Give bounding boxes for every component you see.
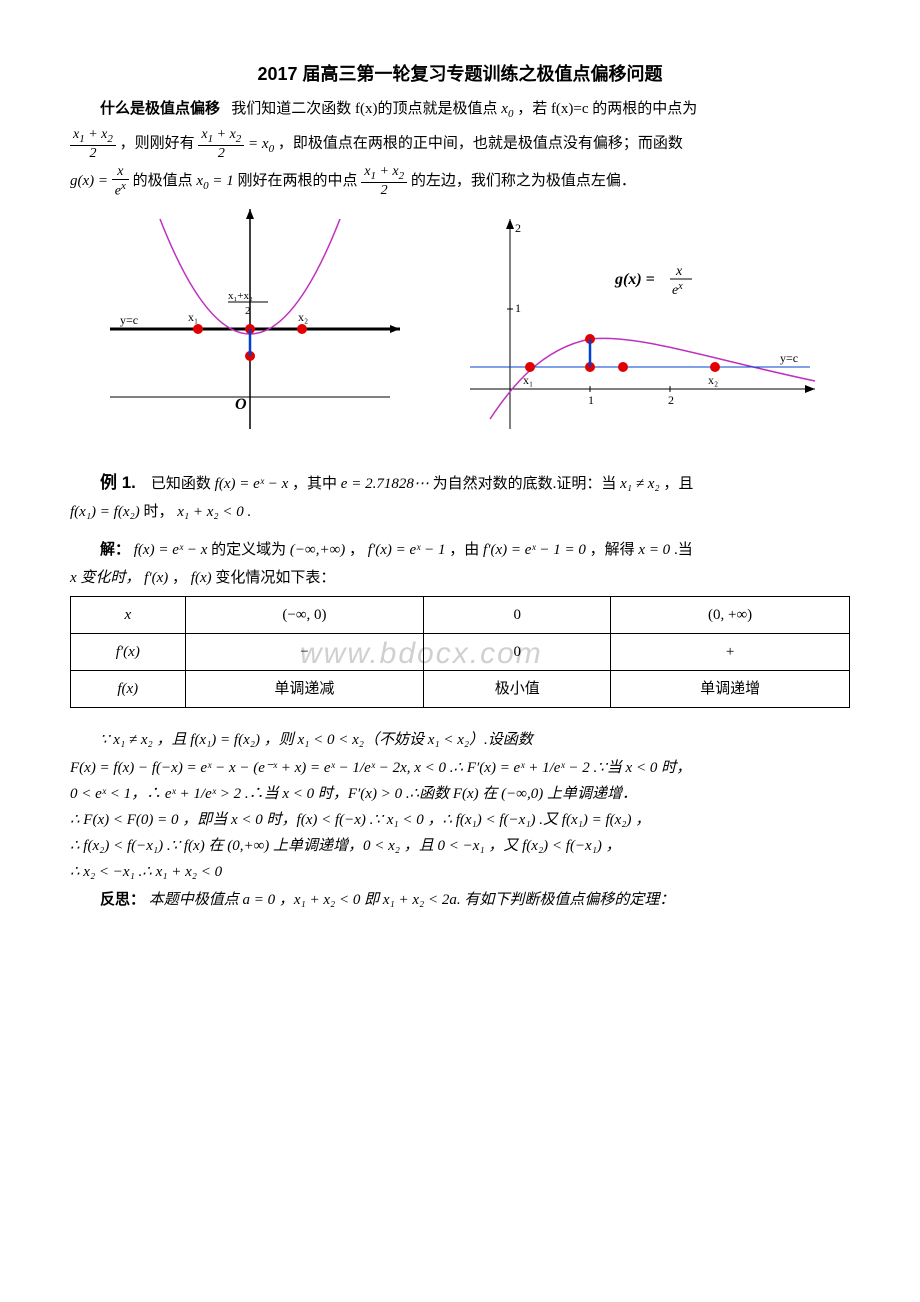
intro-text-2b: ，即极值点在两根的正中间，也就是极值点没有偏移；而函数 (278, 136, 683, 152)
proof-line-5: ∴ f(x₂) < f(−x₁) .∵ f(x) 在 (0,+∞) 上单调递增，… (70, 834, 850, 858)
chart-left-parabola: y=c x₁ x₂ x₁+x₂ 2 O (100, 209, 400, 449)
chart-right-gx: 2 1 y=c x₁ x₂ 1 2 g(x) = x ex (460, 209, 820, 449)
chart-right-yc-label: y=c (780, 351, 798, 365)
sol-l2e: 变化情况如下表： (215, 570, 335, 586)
math-x0: x0 (501, 101, 513, 117)
example-cond2: f(x₁) = f(x₂) (70, 504, 140, 520)
sol-l2c: ， (172, 570, 187, 586)
intro-paragraph-2: x1 + x22 ，则刚好有 x1 + x22 = x0 ，即极值点在两根的正中… (70, 127, 850, 161)
example-text-3: 为自然对数的底数.证明：当 (433, 476, 617, 492)
intro-label: 什么是极值点偏移 (100, 100, 220, 117)
svg-text:ex: ex (672, 281, 683, 298)
sol-l2b: f′(x) (144, 570, 168, 586)
example-text-4: ，且 (663, 476, 693, 492)
table-row: f′(x) − 0 + (71, 634, 850, 671)
frac-x1x2-over-2-c: x1 + x22 (361, 164, 407, 198)
page-title: 2017 届高三第一轮复习专题训练之极值点偏移问题 (70, 60, 850, 89)
intro-text-1b: ，若 f(x)=c 的两根的中点为 (517, 101, 697, 117)
math-gx: g(x) = (70, 173, 112, 189)
chart-right-tick2: 2 (668, 393, 674, 407)
table-cell: x (71, 597, 186, 634)
sign-table: x (−∞, 0) 0 (0, +∞) f′(x) − 0 + f(x) 单调递… (70, 596, 850, 708)
proof-line-4: ∴ F(x) < F(0) = 0 ，即当 x < 0 时，f(x) < f(−… (70, 808, 850, 832)
example-line: 例 1. 已知函数 f(x) = eˣ − x ，其中 e = 2.71828⋯… (70, 469, 850, 496)
proof-line-3: 0 < eˣ < 1，∴ eˣ + 1/eˣ > 2 .∴当 x < 0 时，F… (70, 782, 850, 806)
example-line-2: f(x₁) = f(x₂) 时， x₁ + x₂ < 0 . (70, 500, 850, 524)
reflect-label: 反思： (100, 891, 145, 908)
intro-text-1a: 我们知道二次函数 f(x)的顶点就是极值点 (231, 101, 497, 117)
svg-text:x₁+x₂: x₁+x₂ (228, 290, 253, 302)
example-text-1: 已知函数 (151, 476, 211, 492)
charts-row: y=c x₁ x₂ x₁+x₂ 2 O 2 1 y=c x₁ x₂ 1 2 (70, 209, 850, 449)
proof-line-2: F(x) = f(x) − f(−x) = eˣ − x − (e⁻ˣ + x)… (70, 756, 850, 780)
chart-left-x1: x₁ (188, 310, 198, 324)
sol-l2a: x 变化时， (70, 570, 140, 586)
solution-label: 解： (100, 541, 130, 558)
reflect-line: 反思： 本题中极值点 a = 0 ，x₁ + x₂ < 0 即 x₁ + x₂ … (70, 888, 850, 912)
table-cell: + (611, 634, 850, 671)
chart-left-origin: O (235, 396, 247, 413)
chart-right-ytick1: 1 (515, 301, 521, 315)
sol-t1b: 的定义域为 (211, 542, 286, 558)
sol-t1j: .当 (674, 542, 693, 558)
sol-x0: x = 0 (638, 542, 670, 558)
frac-x1x2-over-2-b: x1 + x22 (198, 127, 244, 161)
sol-t1h: ，解得 (590, 542, 635, 558)
proof-line-1: ∵ x₁ ≠ x₂ ，且 f(x₁) = f(x₂) ，则 x₁ < 0 < x… (70, 728, 850, 752)
example-label: 例 1. (100, 473, 136, 492)
table-row: x (−∞, 0) 0 (0, +∞) (71, 597, 850, 634)
table-cell: − (185, 634, 424, 671)
example-concl: x₁ + x₂ < 0 . (177, 504, 251, 520)
example-fx: f(x) = eˣ − x (215, 476, 289, 492)
intro-paragraph-3: g(x) = xex 的极值点 x0 = 1 刚好在两根的中点 x1 + x22… (70, 164, 850, 199)
sol-t1d: ， (349, 542, 364, 558)
chart-right-x1: x₁ (523, 373, 533, 387)
intro-text-3b: 刚好在两根的中点 (237, 173, 357, 189)
svg-text:g(x) =: g(x) = (614, 271, 655, 288)
intro-paragraph-1: 什么是极值点偏移 我们知道二次函数 f(x)的顶点就是极值点 x0 ，若 f(x… (70, 97, 850, 124)
reflect-text: 本题中极值点 a = 0 ，x₁ + x₂ < 0 即 x₁ + x₂ < 2a… (149, 892, 675, 908)
table-cell: 单调递减 (185, 671, 424, 708)
chart-right-x2: x₂ (708, 373, 718, 387)
chart-right-tick1: 1 (588, 393, 594, 407)
table-cell: (−∞, 0) (185, 597, 424, 634)
solution-line-1: 解： f(x) = eˣ − x 的定义域为 (−∞,+∞) ， f′(x) =… (70, 538, 850, 562)
intro-text-3a: 的极值点 (133, 173, 193, 189)
sol-fprime0: f′(x) = eˣ − 1 = 0 (483, 542, 586, 558)
table-cell: (0, +∞) (611, 597, 850, 634)
proof-line-6: ∴ x₂ < −x₁ .∴ x₁ + x₂ < 0 (70, 860, 850, 884)
example-text-2: ，其中 (292, 476, 337, 492)
chart-left-yc-label: y=c (120, 313, 138, 327)
table-cell: 单调递增 (611, 671, 850, 708)
frac-x1x2-over-2-a: x1 + x22 (70, 127, 116, 161)
sol-l2d: f(x) (191, 570, 212, 586)
chart-right-ytick2: 2 (515, 221, 521, 235)
frac-x-over-ex: xex (112, 164, 129, 199)
example-cond1: x₁ ≠ x₂ (620, 476, 659, 492)
table-cell: 0 (424, 634, 611, 671)
table-cell: f′(x) (71, 634, 186, 671)
sol-fx: f(x) = eˣ − x (134, 542, 208, 558)
math-x0-eq-1: x0 = 1 (196, 173, 237, 189)
intro-text-3c: 的左边，我们称之为极值点左偏． (411, 173, 636, 189)
table-row: f(x) 单调递减 极小值 单调递增 (71, 671, 850, 708)
example-text-5: 时， (143, 504, 173, 520)
math-eq-x0: = x0 (248, 136, 274, 152)
sol-fprime: f′(x) = eˣ − 1 (368, 542, 446, 558)
solution-line-2: x 变化时， f′(x) ， f(x) 变化情况如下表： (70, 566, 850, 590)
table-cell: f(x) (71, 671, 186, 708)
svg-text:2: 2 (245, 305, 251, 317)
sol-domain: (−∞,+∞) (290, 542, 345, 558)
table-cell: 极小值 (424, 671, 611, 708)
example-e: e = 2.71828⋯ (341, 476, 429, 492)
svg-text:x: x (675, 264, 683, 279)
table-cell: 0 (424, 597, 611, 634)
intro-text-2a: ，则刚好有 (120, 136, 195, 152)
chart-left-x2: x₂ (298, 310, 308, 324)
sol-t1f: ，由 (449, 542, 479, 558)
